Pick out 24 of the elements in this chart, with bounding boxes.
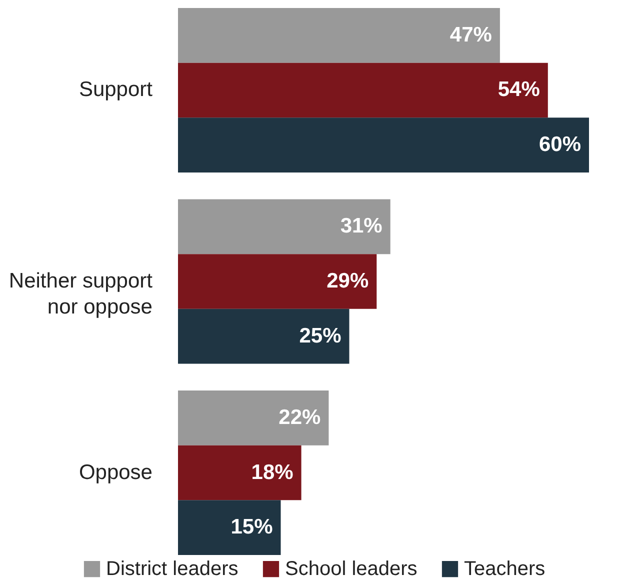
legend-label: School leaders xyxy=(285,558,418,580)
data-label: 31% xyxy=(340,214,383,238)
bar xyxy=(178,199,390,254)
data-label: 60% xyxy=(538,133,582,156)
data-label: 18% xyxy=(251,460,294,484)
bar xyxy=(178,390,329,446)
bar xyxy=(178,308,350,364)
y-tick-label: Neither support nor oppose xyxy=(8,270,153,318)
bar xyxy=(178,62,548,118)
bar xyxy=(178,254,377,309)
bar xyxy=(178,500,281,555)
data-label: 25% xyxy=(299,324,342,348)
bar xyxy=(178,118,589,172)
legend-label: District leaders xyxy=(106,558,238,580)
legend-label: Teachers xyxy=(464,558,546,580)
data-label: 29% xyxy=(326,270,369,292)
data-label: 54% xyxy=(498,78,540,102)
data-label: 47% xyxy=(450,23,492,46)
data-label: 15% xyxy=(230,516,274,539)
bar xyxy=(178,445,302,500)
data-label: 22% xyxy=(278,406,322,429)
y-tick-label: Oppose xyxy=(78,460,152,484)
bar xyxy=(178,8,500,63)
y-tick-label: Support xyxy=(78,78,153,102)
